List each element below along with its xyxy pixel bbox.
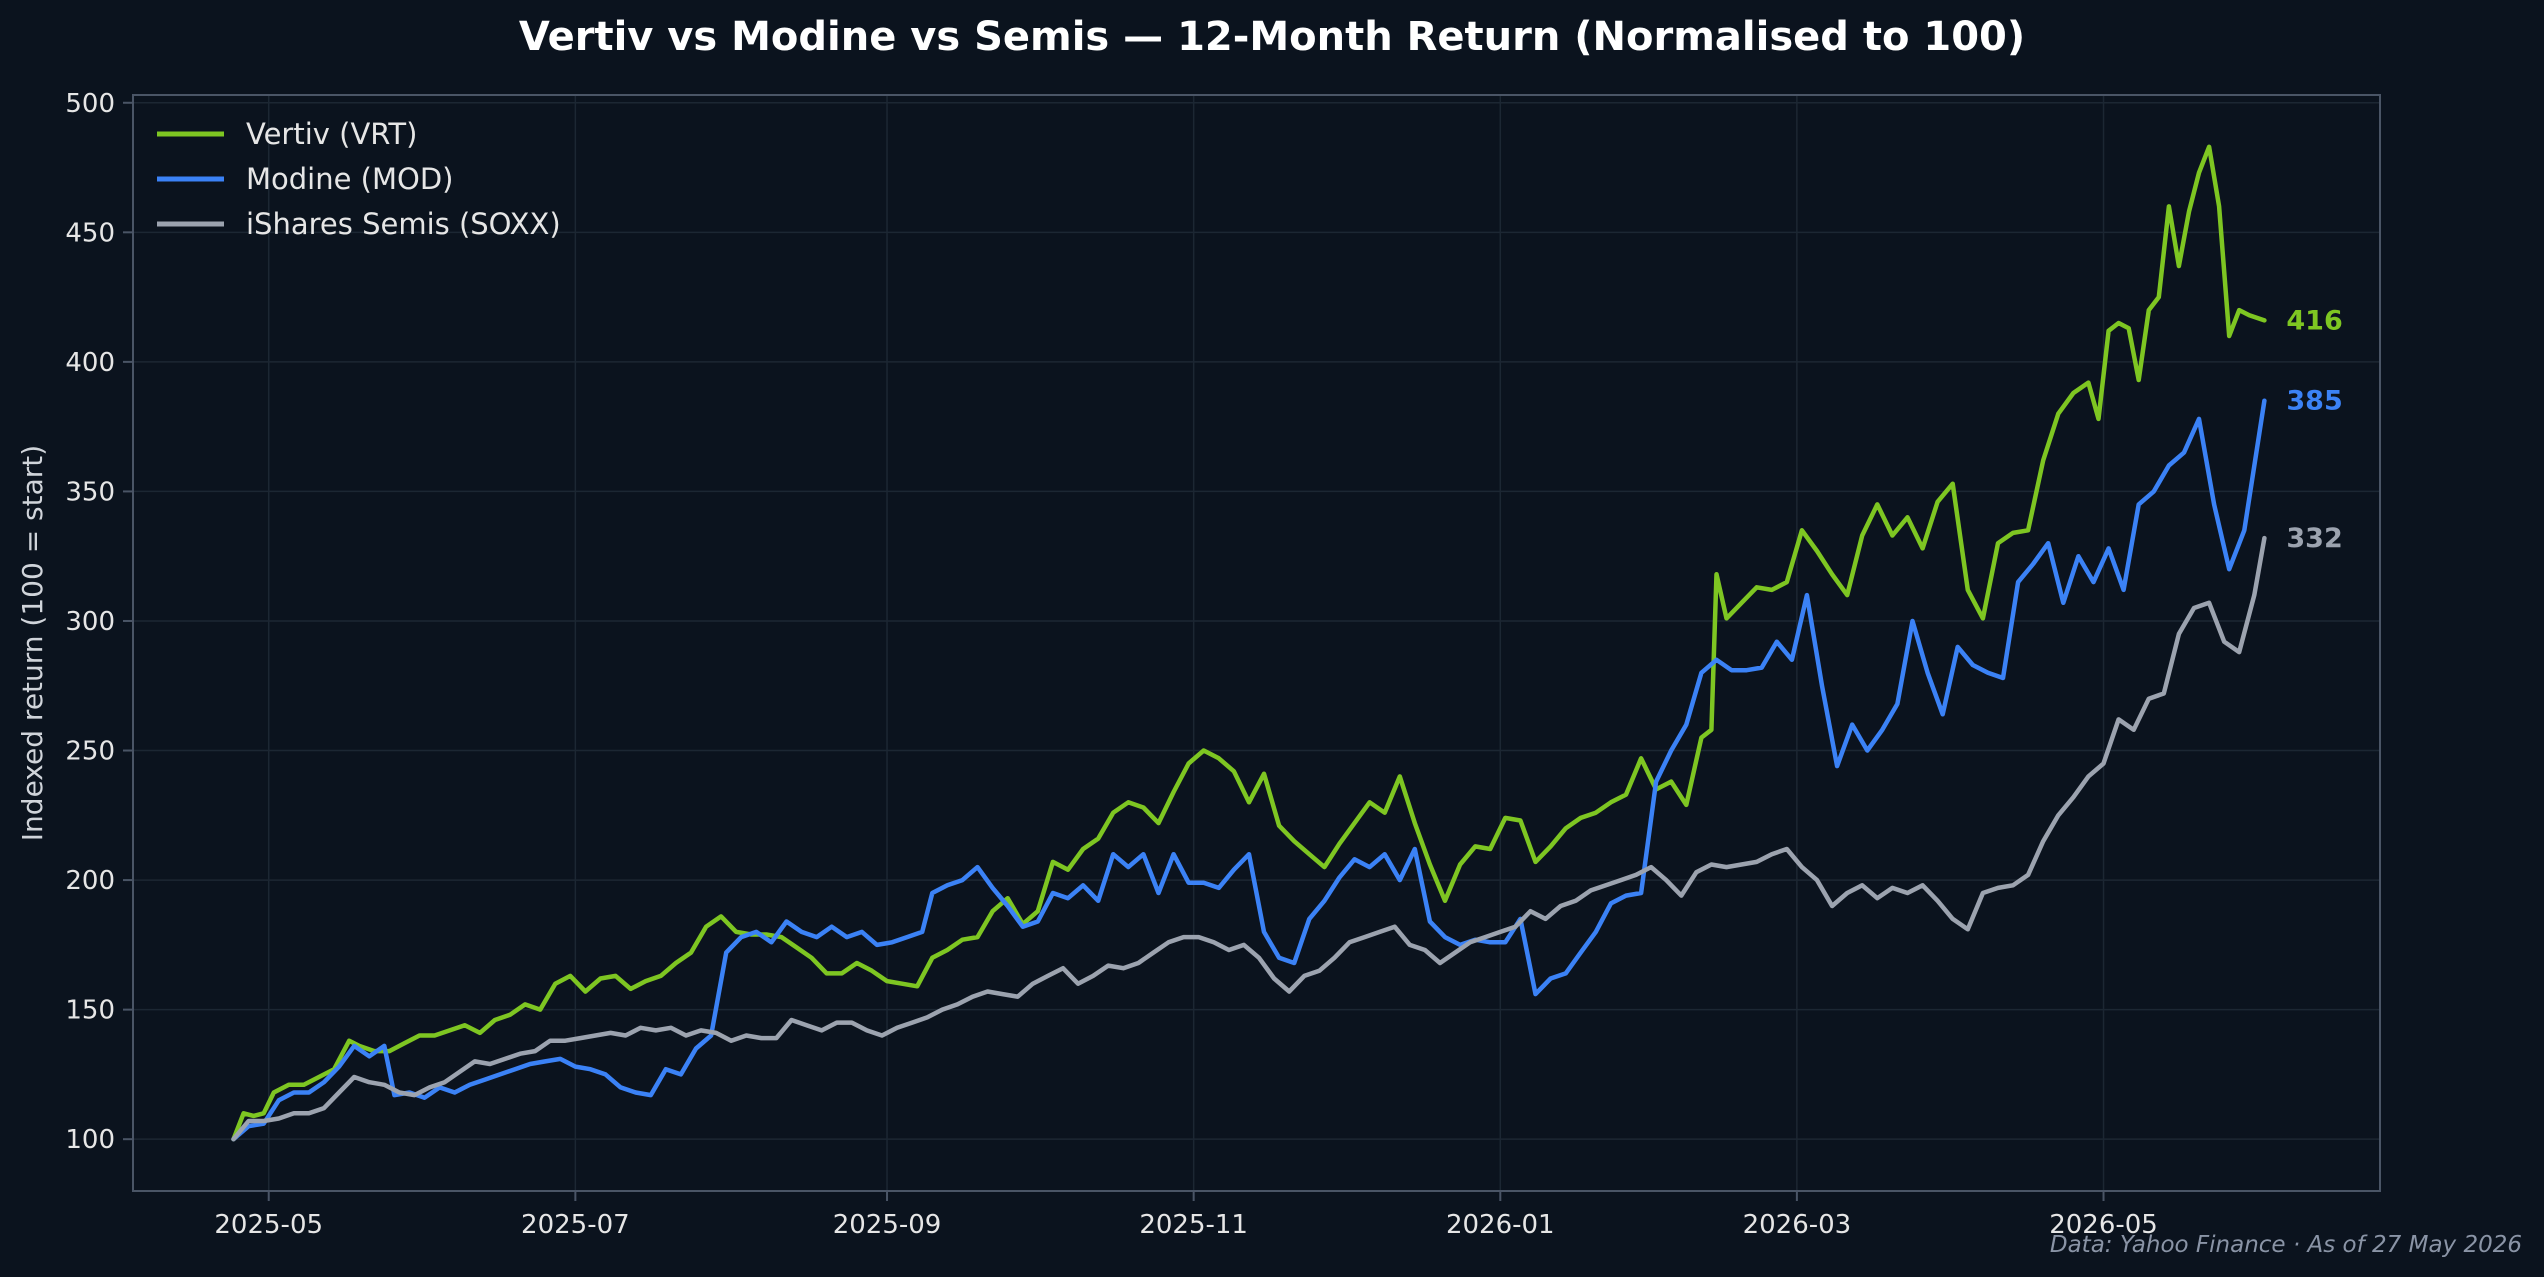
y-tick-label: 150 [65,996,115,1026]
end-value-label: 416 [2286,305,2342,336]
y-tick-label: 450 [65,218,115,248]
end-value-label: 332 [2286,523,2342,554]
legend: Vertiv (VRT) Modine (MOD) iShares Semis (S… [157,117,561,241]
x-tick-label: 2026-05 [2049,1210,2158,1240]
grid-lines [133,95,2380,1191]
legend-label: iShares Semis (SOXX) [246,207,561,241]
plot-area-frame [132,94,2381,1192]
legend-label: Modine (MOD) [246,162,453,196]
y-tick-label: 400 [65,348,115,378]
x-tick-label: 2025-11 [1139,1210,1248,1240]
source-footnote: Data: Yahoo Finance · As of 27 May 2026 [2050,1232,2522,1258]
x-tick-label: 2025-09 [833,1210,942,1240]
series-line [231,535,2267,1142]
y-axis: 100 150 200 250 300 350 400 450 500 [65,89,133,1155]
legend-label: Vertiv (VRT) [246,117,417,151]
series-line [231,144,2267,1142]
x-tick-label: 2025-05 [214,1210,323,1240]
y-tick-label: 300 [65,607,115,637]
x-axis: 2025-05 2025-07 2025-09 2025-11 2026-01 2026-… [214,1191,2158,1240]
x-tick-label: 2025-07 [521,1210,630,1240]
chart-title: Vertiv vs Modine vs Semis — 12-Month Ret… [519,14,2025,60]
series-line [231,398,2267,1142]
series-lines [231,144,2267,1142]
end-value-label: 385 [2286,386,2342,417]
y-tick-label: 250 [65,737,115,767]
y-tick-label: 350 [65,477,115,507]
y-tick-label: 200 [65,866,115,896]
y-tick-label: 500 [65,89,115,119]
end-labels: 416 385 332 [2286,305,2342,554]
x-tick-label: 2026-03 [1743,1210,1852,1240]
y-tick-label: 100 [65,1125,115,1155]
x-tick-label: 2026-01 [1446,1210,1555,1240]
y-axis-label: Indexed return (100 = start) [16,445,49,841]
